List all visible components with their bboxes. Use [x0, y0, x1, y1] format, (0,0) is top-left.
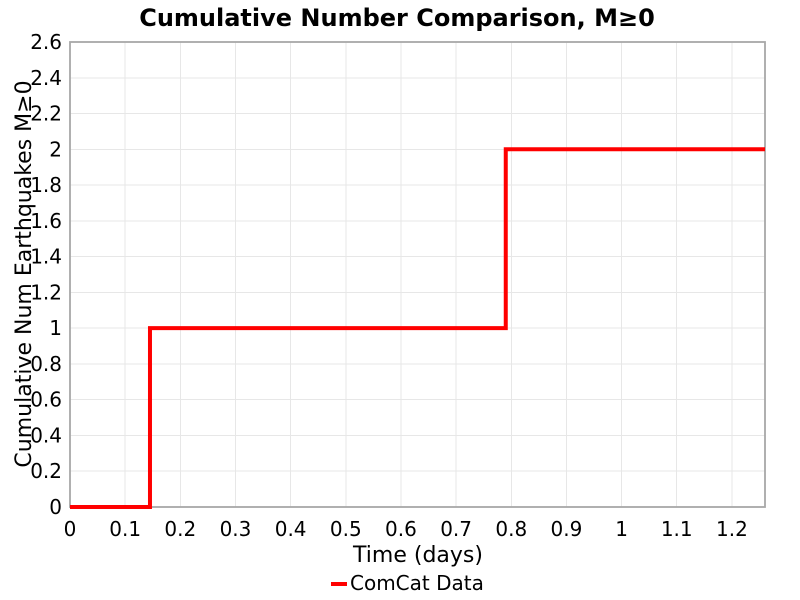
x-axis-label: Time (days) — [352, 543, 483, 568]
y-tick-label: 2.2 — [30, 102, 62, 126]
y-axis-label: Cumulative Num Earthquakes M≥0 — [12, 80, 37, 467]
plot-border — [69, 41, 766, 508]
x-tick-label: 0.3 — [220, 517, 252, 541]
x-tick-label: 1.2 — [716, 517, 748, 541]
y-tick-label: 2 — [49, 137, 62, 161]
y-tick-label: 0 — [49, 495, 62, 519]
x-tick-label: 0.4 — [275, 517, 307, 541]
y-tick-label: 0.4 — [30, 423, 62, 447]
y-tick-label: 1.4 — [30, 245, 62, 269]
y-tick-label: 1.2 — [30, 280, 62, 304]
y-tick-label: 0.8 — [30, 352, 62, 376]
x-tick-label: 0.1 — [109, 517, 141, 541]
gridlines — [69, 41, 765, 508]
series-lines — [70, 147, 765, 509]
x-tick-label: 0.5 — [330, 517, 362, 541]
y-tick-label: 2.4 — [30, 66, 62, 90]
chart-title: Cumulative Number Comparison, M≥0 — [139, 4, 655, 32]
tick-labels: 0 0.1 0.2 0.3 0.4 0.5 0.6 0.7 0.8 0.9 1 1.1 1.2 0 0.2 0… — [30, 30, 748, 541]
y-tick-label: 1.6 — [30, 209, 62, 233]
y-tick-label: 2.6 — [30, 30, 62, 54]
legend-label: ComCat Data — [350, 571, 484, 595]
x-tick-label: 0 — [64, 517, 77, 541]
x-tick-label: 0.8 — [495, 517, 527, 541]
x-tick-label: 0.6 — [385, 517, 417, 541]
y-tick-label: 1 — [49, 316, 62, 340]
x-tick-label: 0.7 — [440, 517, 472, 541]
x-tick-label: 1.1 — [661, 517, 693, 541]
legend: ComCat Data — [331, 571, 484, 595]
y-tick-label: 0.6 — [30, 388, 62, 412]
y-tick-label: 1.8 — [30, 173, 62, 197]
x-tick-label: 0.9 — [551, 517, 583, 541]
series-line-comcat-data — [70, 147, 765, 509]
x-tick-label: 1 — [615, 517, 628, 541]
x-tick-label: 0.2 — [164, 517, 196, 541]
y-tick-label: 0.2 — [30, 459, 62, 483]
